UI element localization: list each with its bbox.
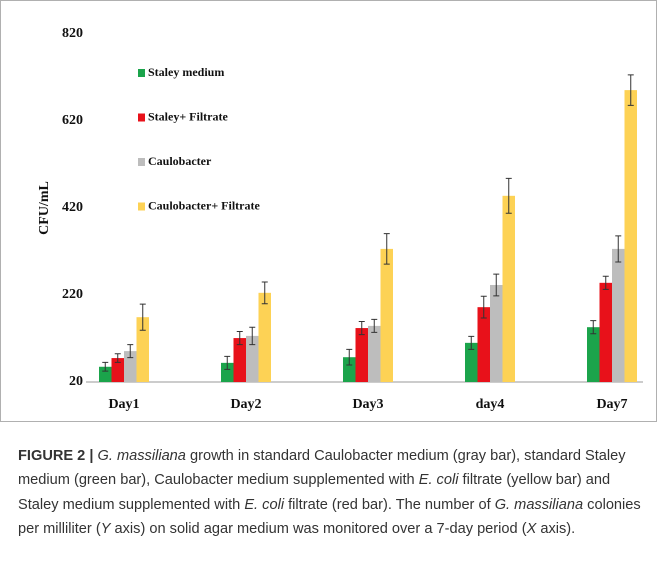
caption: FIGURE 2 | G. massiliana growth in stand… — [18, 444, 646, 541]
x-tick-label: Day1 — [108, 397, 139, 412]
bar — [355, 328, 368, 382]
caption-label: FIGURE 2 | — [18, 448, 94, 464]
bar — [380, 248, 393, 382]
error-bar — [615, 235, 622, 263]
bar — [99, 366, 112, 382]
bar — [343, 357, 356, 382]
error-bar — [480, 295, 487, 319]
error-bar — [102, 361, 109, 372]
x-tick-label: day4 — [476, 397, 505, 412]
caption-text: growth in standard Caulobacter medium (g… — [18, 448, 626, 489]
error-bar — [590, 320, 597, 335]
error-bar — [224, 355, 231, 370]
y-tick-label: 620 — [62, 113, 83, 128]
y-tick-label: 220 — [62, 287, 83, 302]
y-tick-label: 420 — [62, 200, 83, 215]
caption-text: axis). — [536, 520, 576, 537]
caption-text: X — [526, 520, 537, 537]
bar — [502, 195, 515, 382]
bar — [136, 317, 149, 382]
error-bar — [602, 275, 609, 290]
error-bar — [249, 326, 256, 346]
error-bar — [236, 331, 243, 346]
x-tick-label: Day7 — [596, 397, 627, 412]
caption-text: axis) on solid agar medium was monitored… — [110, 520, 527, 537]
error-bar — [358, 321, 365, 336]
bar — [124, 351, 137, 382]
x-tick-label: Day3 — [352, 397, 383, 412]
bar — [368, 325, 381, 382]
legend-swatch — [138, 113, 145, 122]
error-bar — [114, 353, 121, 363]
bar — [111, 358, 124, 382]
bar — [477, 307, 490, 382]
error-bar — [261, 281, 268, 305]
error-bar — [493, 273, 500, 297]
bar — [233, 338, 246, 382]
legend-label: Staley medium — [148, 65, 224, 79]
caption-text: Y — [100, 520, 111, 537]
legend-swatch — [138, 202, 145, 211]
bar — [246, 335, 259, 382]
caption-text: filtrate (yellow bar) and Staley medium … — [18, 472, 611, 513]
error-bar — [627, 74, 634, 106]
y-tick-label: 820 — [62, 26, 83, 41]
legend-label: Caulobacter — [148, 154, 212, 168]
bar — [221, 362, 234, 382]
y-tick-label: 20 — [69, 374, 83, 389]
bar — [624, 90, 637, 383]
bar — [465, 342, 478, 382]
legend-swatch — [138, 158, 145, 166]
bar — [599, 282, 612, 382]
bar — [587, 327, 600, 382]
caption-text: E. coli — [418, 472, 459, 489]
caption-text: filtrate (red bar). The number of — [284, 496, 495, 513]
caption-text: E. coli — [244, 496, 285, 513]
error-bar — [127, 344, 134, 359]
error-bar — [383, 233, 390, 265]
error-bar — [371, 318, 378, 333]
error-bar — [346, 348, 353, 366]
legend-label: Staley+ Filtrate — [148, 109, 228, 123]
legend-label: Caulobacter+ Filtrate — [148, 198, 260, 212]
legend-swatch — [138, 69, 145, 77]
caption-text: G. massiliana — [97, 448, 186, 464]
bar — [490, 284, 503, 382]
x-tick-label: Day2 — [230, 397, 261, 412]
error-bar — [468, 335, 475, 350]
bar — [612, 248, 625, 382]
chart: CFU/mL 20 220 420 620 820 Day1 Day2 Day3 day4 Day… — [37, 26, 643, 412]
caption-text: G. massiliana — [494, 496, 584, 513]
y-axis-label: CFU/mL — [37, 181, 52, 235]
figure-frame: CFU/mL 20 220 420 620 820 Day1 Day2 Day3 day4 Day… — [0, 0, 657, 422]
error-bar — [139, 303, 146, 331]
bar — [258, 292, 271, 382]
caption-text: colonies per milliliter ( — [18, 496, 641, 537]
error-bar — [505, 177, 512, 214]
